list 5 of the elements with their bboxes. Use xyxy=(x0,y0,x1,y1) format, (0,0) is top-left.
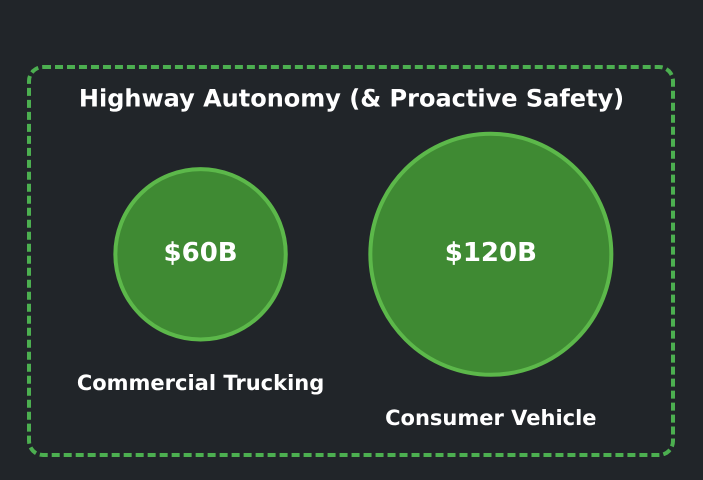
data-label: $120B xyxy=(444,238,537,268)
text: Highway Autonomy (& Proactive Safety) xyxy=(78,84,624,112)
data-label: $60B xyxy=(164,238,238,268)
category-label: Consumer Vehicle xyxy=(385,406,597,430)
category-label: Commercial Trucking xyxy=(76,370,324,395)
